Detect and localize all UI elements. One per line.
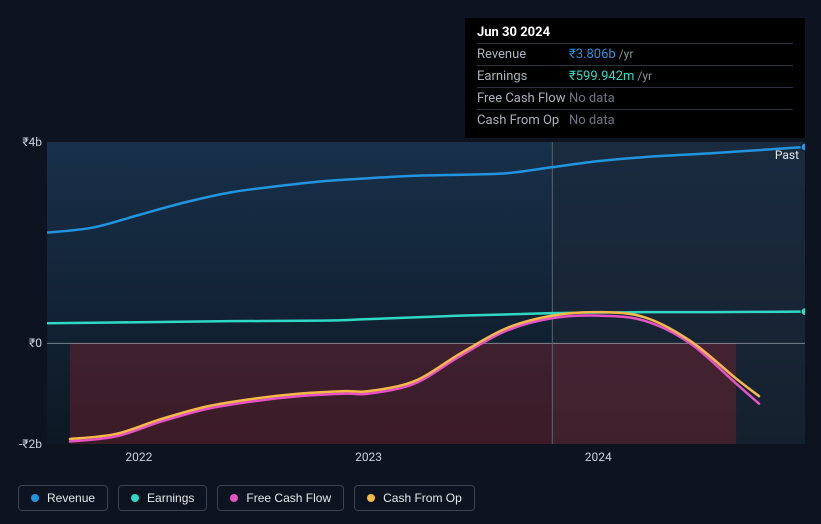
tooltip-value: ₹599.942m/yr: [569, 68, 652, 85]
chart-tooltip: Jun 30 2024 Revenue₹3.806b/yrEarnings₹59…: [465, 18, 805, 138]
chart-plot-area[interactable]: ₹4b₹0-₹2b 202220232024 Past: [47, 142, 805, 444]
tooltip-key: Earnings: [477, 68, 569, 85]
x-axis-tick-label: 2023: [355, 450, 382, 464]
legend-toggle-cashop[interactable]: Cash From Op: [354, 485, 475, 511]
legend-toggle-fcf[interactable]: Free Cash Flow: [217, 485, 344, 511]
legend-dot-icon: [131, 494, 139, 502]
legend-toggle-earnings[interactable]: Earnings: [118, 485, 207, 511]
y-axis-tick-label: ₹0: [29, 336, 42, 350]
legend-toggle-revenue[interactable]: Revenue: [18, 485, 108, 511]
legend-label: Revenue: [47, 491, 95, 505]
x-axis-tick-label: 2022: [125, 450, 152, 464]
past-label: Past: [775, 148, 799, 162]
tooltip-row: Earnings₹599.942m/yr: [477, 65, 793, 87]
legend-dot-icon: [230, 494, 238, 502]
x-axis-tick-label: 2024: [585, 450, 612, 464]
tooltip-key: Cash From Op: [477, 112, 569, 129]
legend-label: Free Cash Flow: [246, 491, 331, 505]
financials-chart: Jun 30 2024 Revenue₹3.806b/yrEarnings₹59…: [0, 0, 821, 524]
tooltip-value: ₹3.806b/yr: [569, 46, 633, 63]
tooltip-date: Jun 30 2024: [477, 25, 793, 40]
end-marker-earnings: [801, 308, 805, 316]
tooltip-row: Cash From OpNo data: [477, 109, 793, 131]
legend-dot-icon: [31, 494, 39, 502]
y-axis-tick-label: -₹2b: [19, 437, 42, 451]
end-marker-revenue: [801, 143, 805, 151]
tooltip-row: Revenue₹3.806b/yr: [477, 43, 793, 65]
legend-label: Earnings: [147, 491, 194, 505]
tooltip-value: No data: [569, 112, 615, 129]
tooltip-key: Revenue: [477, 46, 569, 63]
chart-legend: Revenue Earnings Free Cash Flow Cash From O…: [18, 485, 475, 511]
legend-dot-icon: [367, 494, 375, 502]
tooltip-key: Free Cash Flow: [477, 90, 569, 107]
tooltip-value: No data: [569, 90, 615, 107]
legend-label: Cash From Op: [383, 491, 462, 505]
tooltip-row: Free Cash FlowNo data: [477, 87, 793, 109]
y-axis-tick-label: ₹4b: [22, 135, 42, 149]
